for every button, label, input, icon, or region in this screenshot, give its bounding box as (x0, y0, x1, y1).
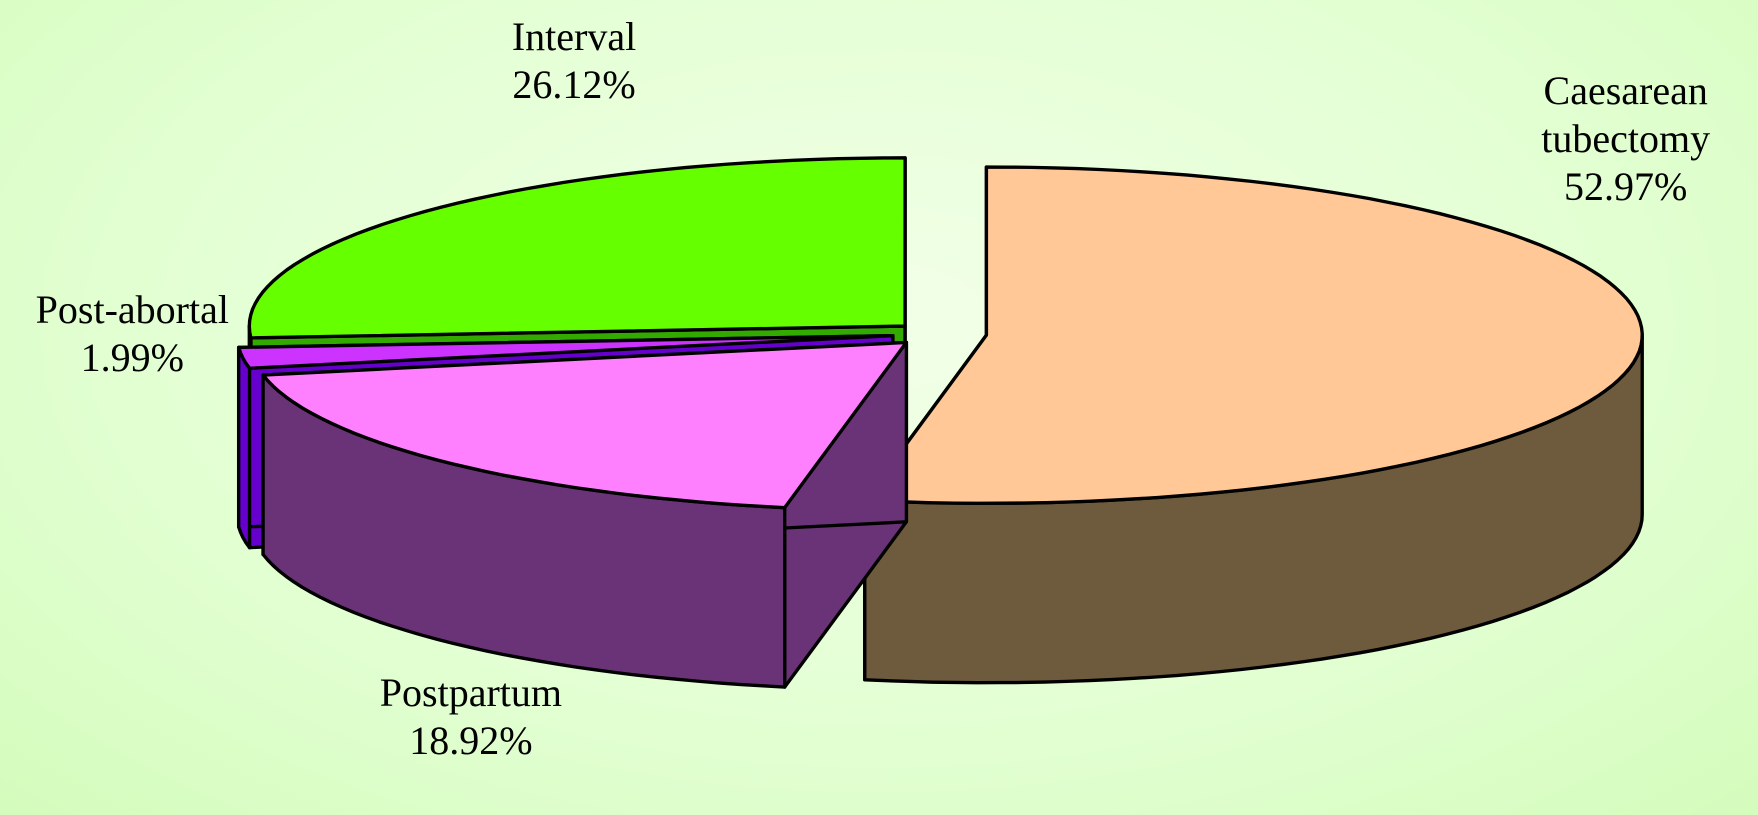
slice (261, 340, 909, 510)
value-label: 1.99% (80, 334, 184, 380)
category-label: Caesarean tubectomy (1541, 68, 1711, 162)
category-label: Interval (511, 14, 637, 60)
slice (261, 340, 909, 689)
category-label: Post-abortal (35, 286, 229, 332)
slice (863, 165, 1644, 685)
slice-label: Interval 26.12% (512, 13, 636, 109)
value-label: 18.92% (409, 718, 533, 764)
slice (863, 165, 1644, 506)
slice-label: Postpartum 18.92% (380, 669, 562, 765)
slice-wall (236, 345, 252, 550)
category-label: Postpartum (379, 670, 563, 716)
slice-label: Post-abortal 1.99% (36, 286, 229, 382)
slice (247, 156, 907, 340)
slice-label: Caesarean tubectomy 52.97% (1521, 67, 1731, 211)
slice (236, 333, 895, 370)
value-label: 52.97% (1564, 164, 1688, 210)
value-label: 26.12% (512, 62, 636, 108)
